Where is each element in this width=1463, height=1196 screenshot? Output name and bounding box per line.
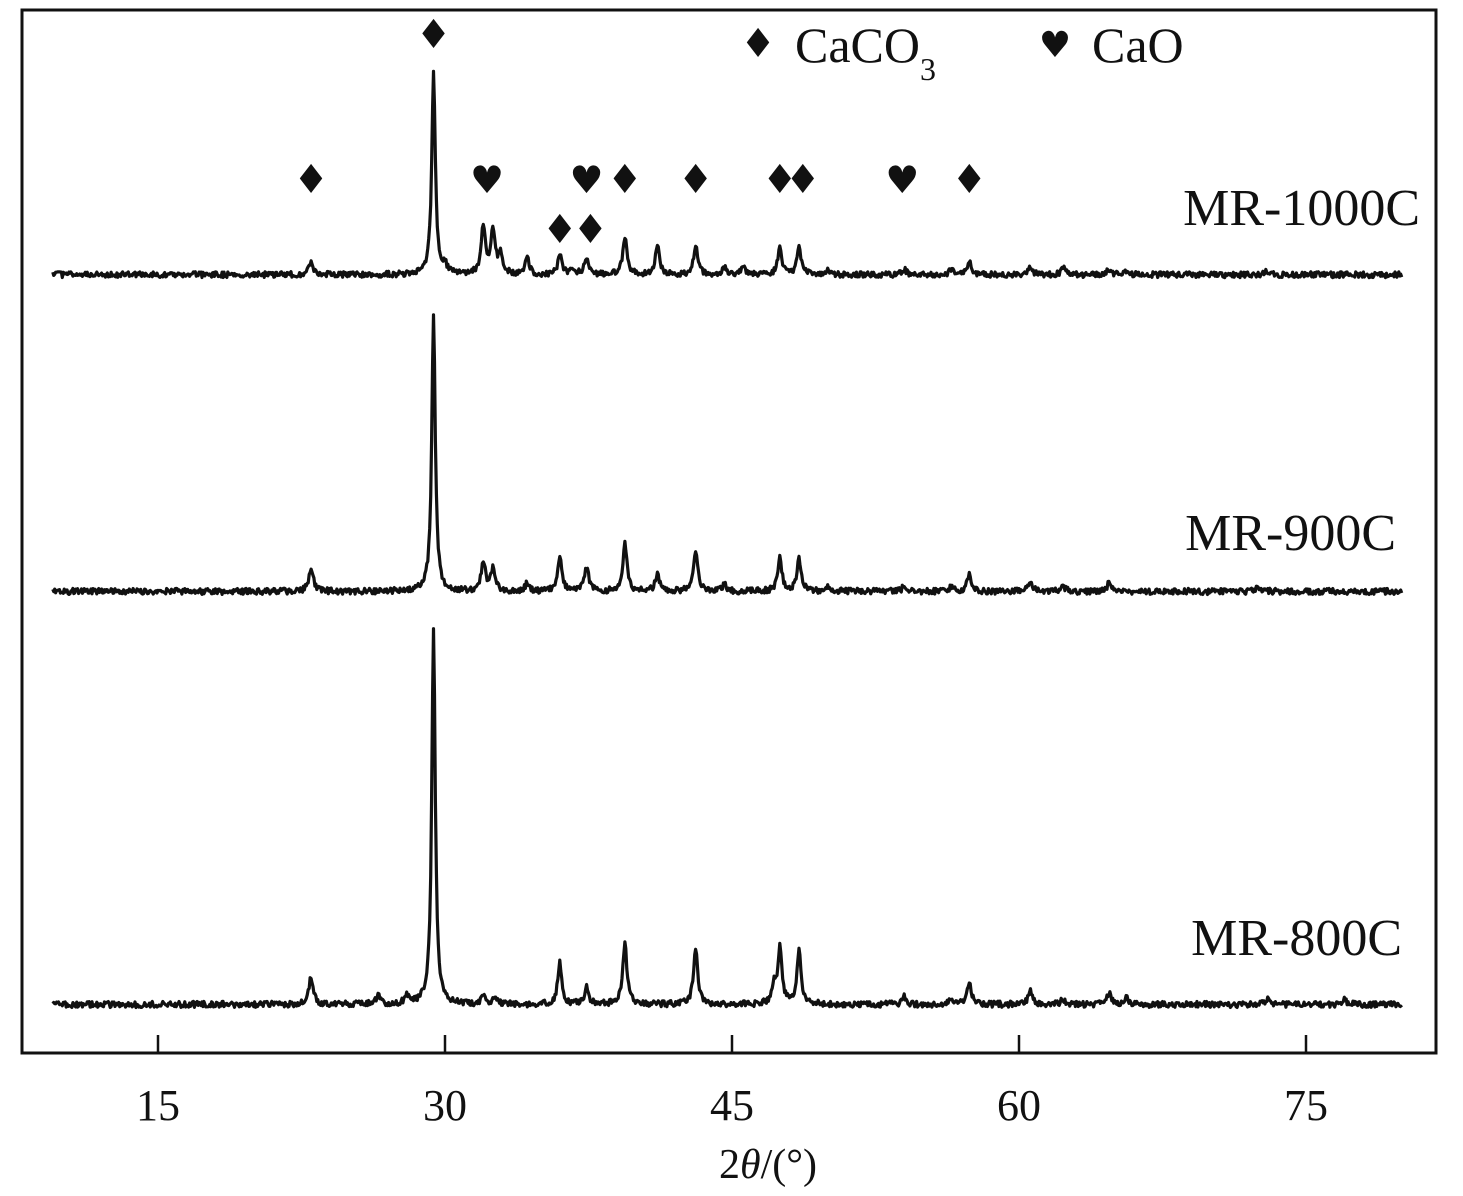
heart-icon: ♥ [885, 158, 919, 202]
diamond-icon: ♦ [951, 157, 987, 203]
series-label: MR-1000C [1183, 180, 1420, 237]
legend-heart-icon: ♥ [1039, 25, 1071, 66]
legend: ♦ CaCO3 ♥ CaO [740, 17, 1184, 87]
x-axis-title-prefix: 2 [719, 1142, 740, 1188]
x-axis-title-theta: θ [740, 1142, 761, 1188]
x-tick-label: 60 [997, 1081, 1041, 1130]
diamond-icon: ♦ [607, 157, 643, 203]
heart-icon: ♥ [570, 158, 604, 202]
plot-frame [20, 8, 1438, 1055]
series-line-mr-800c [51, 627, 1403, 1010]
series-line-mr-1000c [51, 69, 1404, 280]
x-tick-label: 75 [1284, 1081, 1328, 1130]
x-tick-label: 15 [136, 1081, 180, 1130]
diamond-icon: ♦ [785, 157, 821, 203]
legend-subscript: 3 [920, 51, 936, 87]
legend-label: CaCO3 [795, 17, 936, 87]
x-axis-ticks: 15 30 45 60 75 [136, 1035, 1328, 1130]
diamond-icon: ♦ [416, 12, 452, 58]
phase-markers: ♦♦ ♥ ♥ ♦ ♦ ♦♦ ♥ ♦♦♦ [293, 12, 987, 253]
diamond-icon: ♦ [293, 157, 329, 203]
diamond-icon: ♦ [762, 157, 798, 203]
x-axis-title: 2θ/(°) [719, 1142, 817, 1188]
diamond-icon: ♦ [572, 207, 608, 253]
x-tick-label: 45 [710, 1081, 754, 1130]
legend-diamond-icon: ♦ [740, 21, 776, 67]
x-axis-title-suffix: /(°) [761, 1142, 817, 1188]
series-label: MR-800C [1191, 910, 1402, 967]
legend-label: CaO [1092, 17, 1184, 73]
x-tick-label: 30 [423, 1081, 467, 1130]
series-label: MR-900C [1185, 505, 1396, 562]
diamond-icon: ♦ [678, 157, 714, 203]
diffraction-series: MR-1000C MR-900C MR-800C [51, 69, 1420, 1010]
heart-icon: ♥ [470, 158, 504, 202]
series-line-mr-900c [51, 313, 1404, 597]
diamond-icon: ♦ [542, 207, 578, 253]
